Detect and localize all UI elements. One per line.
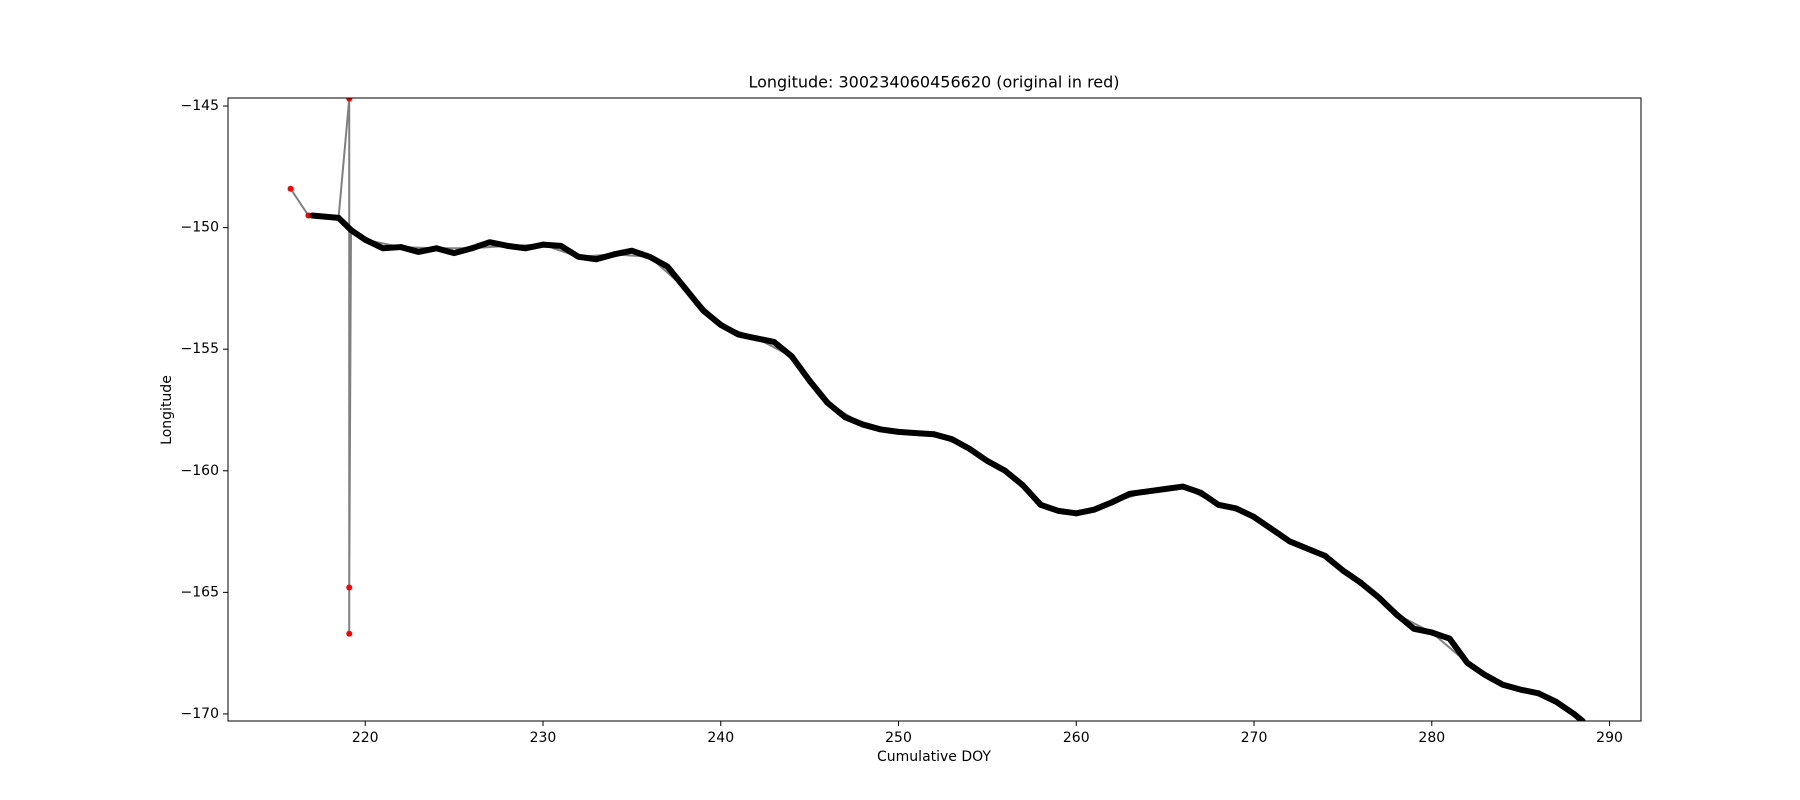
data-point xyxy=(433,245,439,251)
data-point xyxy=(287,185,294,192)
x-tick-label: 260 xyxy=(1063,730,1090,746)
data-point xyxy=(1127,491,1133,497)
y-tick-label: −145 xyxy=(181,98,219,114)
data-point xyxy=(540,242,546,248)
data-point xyxy=(1251,514,1257,520)
data-point xyxy=(558,243,564,249)
x-tick-label: 250 xyxy=(885,730,912,746)
data-point xyxy=(860,422,866,428)
data-point xyxy=(1233,505,1239,511)
data-point xyxy=(1287,538,1293,544)
y-tick-label: −160 xyxy=(181,463,219,479)
data-point xyxy=(469,245,475,251)
data-point xyxy=(913,430,919,436)
data-point xyxy=(1518,687,1524,693)
data-point xyxy=(1020,482,1026,488)
data-point xyxy=(1215,502,1221,508)
data-point xyxy=(336,215,342,221)
x-axis-label: Cumulative DOY xyxy=(877,749,991,765)
data-point xyxy=(1144,488,1150,494)
series-line xyxy=(311,212,1585,721)
data-point xyxy=(1180,484,1186,490)
data-point xyxy=(1375,594,1381,600)
x-tick-label: 270 xyxy=(1241,730,1268,746)
data-point xyxy=(931,431,937,437)
x-tick-label: 280 xyxy=(1418,730,1445,746)
data-point xyxy=(1535,690,1541,696)
data-point xyxy=(487,239,493,245)
data-point xyxy=(504,243,510,249)
data-point xyxy=(718,322,724,328)
data-point xyxy=(398,244,404,250)
data-point xyxy=(1073,510,1079,516)
data-point xyxy=(700,307,706,313)
data-point xyxy=(576,254,582,260)
data-point xyxy=(522,245,528,251)
data-point xyxy=(736,332,742,338)
chart-title: Longitude: 300234060456620 (original in … xyxy=(748,73,1119,92)
plot-area xyxy=(287,98,1586,721)
data-point xyxy=(896,429,902,435)
y-axis-label: Longitude xyxy=(159,375,175,445)
data-point xyxy=(1580,718,1586,721)
x-tick-label: 230 xyxy=(530,730,557,746)
data-point xyxy=(380,245,386,251)
data-point xyxy=(611,251,617,257)
data-point xyxy=(1322,553,1328,559)
data-point xyxy=(878,426,884,432)
data-point xyxy=(348,227,354,233)
data-point xyxy=(664,264,670,270)
data-point xyxy=(1162,486,1168,492)
data-point xyxy=(451,250,457,256)
y-tick-label: −155 xyxy=(181,341,219,357)
data-point xyxy=(984,458,990,464)
data-point xyxy=(842,414,848,420)
data-point xyxy=(1109,499,1115,505)
x-tick-label: 240 xyxy=(707,730,734,746)
data-point xyxy=(629,248,635,254)
data-point xyxy=(1198,490,1204,496)
y-tick-label: −170 xyxy=(181,706,219,722)
data-point xyxy=(346,630,353,637)
series-line xyxy=(289,98,1584,721)
data-point xyxy=(771,339,777,345)
data-point xyxy=(1091,507,1097,513)
y-tick-label: −150 xyxy=(181,220,219,236)
data-point xyxy=(593,256,599,262)
data-point xyxy=(789,353,795,359)
data-point xyxy=(1571,711,1577,717)
data-point xyxy=(1055,508,1061,514)
data-point xyxy=(1393,611,1399,617)
data-point xyxy=(1002,468,1008,474)
data-point xyxy=(807,378,813,384)
plot-frame xyxy=(227,97,1642,722)
data-point xyxy=(416,249,422,255)
data-point xyxy=(346,98,353,102)
data-point xyxy=(1447,636,1453,642)
data-point xyxy=(346,584,353,591)
data-point xyxy=(1269,526,1275,532)
data-point xyxy=(967,446,973,452)
data-point xyxy=(647,254,653,260)
data-point xyxy=(824,400,830,406)
data-point xyxy=(1038,502,1044,508)
data-point xyxy=(753,335,759,341)
x-tick-label: 290 xyxy=(1596,730,1623,746)
y-tick-label: −165 xyxy=(181,584,219,600)
data-point xyxy=(1358,580,1364,586)
data-point xyxy=(362,237,368,243)
data-point xyxy=(1482,672,1488,678)
data-point xyxy=(309,212,315,218)
x-tick-label: 220 xyxy=(352,730,379,746)
data-point xyxy=(1464,660,1470,666)
data-point xyxy=(1500,682,1506,688)
data-point xyxy=(1304,546,1310,552)
data-point xyxy=(1429,629,1435,635)
data-point xyxy=(1411,626,1417,632)
data-point xyxy=(1340,567,1346,573)
data-point xyxy=(949,436,955,442)
data-point xyxy=(682,285,688,291)
data-point xyxy=(1553,699,1559,705)
